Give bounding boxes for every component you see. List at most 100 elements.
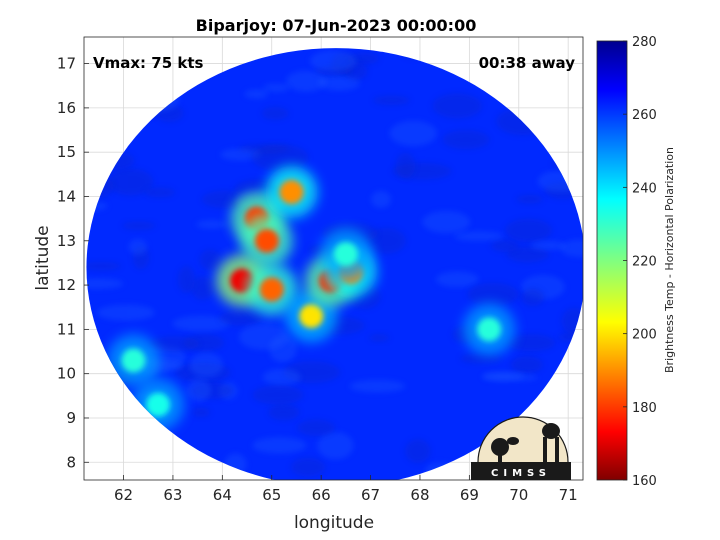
swath-texture-patch <box>537 170 583 193</box>
feature-core <box>477 317 502 342</box>
x-tick-label: 68 <box>410 486 429 504</box>
y-axis-label: latitude <box>33 225 53 290</box>
swath-texture-patch <box>144 187 176 198</box>
swath-texture-patch <box>453 231 504 241</box>
y-tick-label: 8 <box>66 453 76 471</box>
feature-core <box>279 180 304 205</box>
swath-texture-patch <box>108 94 158 120</box>
y-axis-ticks: 8 9 10 11 12 13 14 15 16 17 <box>57 55 89 471</box>
feature-core <box>146 392 171 417</box>
swath-texture-patch <box>548 393 569 407</box>
swath-texture-patch <box>238 323 289 350</box>
time-offset-annotation: 00:38 away <box>479 54 576 72</box>
y-tick-label: 14 <box>57 187 76 205</box>
swath-texture-patch <box>252 437 307 454</box>
swath-texture-patch <box>86 278 124 290</box>
swath-texture-patch <box>251 144 309 172</box>
x-tick-label: 70 <box>509 486 528 504</box>
swath-texture-patch <box>482 371 525 381</box>
swath-texture-patch <box>189 352 223 378</box>
swath-texture-patch <box>467 282 519 306</box>
swath-texture-patch <box>148 336 200 352</box>
x-tick-label: 63 <box>163 486 182 504</box>
y-tick-label: 12 <box>57 276 76 294</box>
swath-texture-patch <box>204 48 253 56</box>
feature-core <box>121 348 146 373</box>
swath-texture-patch <box>395 152 416 179</box>
chart-title: Biparjoy: 07-Jun-2023 00:00:00 <box>196 16 477 35</box>
swath-texture-patch <box>252 385 304 405</box>
swath-texture-patch <box>297 419 336 436</box>
y-tick-label: 11 <box>57 320 76 338</box>
swath-texture-patch <box>122 221 156 230</box>
colorbar-tick-label: 180 <box>632 401 657 416</box>
plot-frame <box>83 36 584 481</box>
swath-texture-patch <box>506 334 556 352</box>
swath-texture-patch <box>262 368 301 386</box>
swath-texture-patch <box>506 246 549 263</box>
swath-texture-patch <box>192 407 210 418</box>
swath-texture-patch <box>435 271 479 288</box>
swath-texture-patch <box>186 378 212 402</box>
colorbar-tick-label: 240 <box>632 181 657 196</box>
swath-texture-patch <box>422 210 471 234</box>
swath-texture-patch <box>317 431 354 460</box>
feature-core <box>254 228 279 253</box>
swath-texture-patch <box>128 238 148 255</box>
feature-core <box>259 277 284 302</box>
x-tick-label: 66 <box>312 486 331 504</box>
swath-texture-patch <box>571 48 583 64</box>
swath-texture-patch <box>459 353 502 364</box>
swath-texture-patch <box>496 107 550 136</box>
swath-texture-patch <box>127 88 180 113</box>
swath-texture-patch <box>401 48 426 59</box>
x-tick-label: 71 <box>559 486 578 504</box>
swath-texture-patch <box>505 218 553 243</box>
swath-texture-patch <box>349 379 405 393</box>
colorbar-tick-label: 260 <box>632 108 657 123</box>
swath-texture-patch <box>101 98 159 122</box>
swath-texture-patch <box>405 439 431 464</box>
swath-texture-patch <box>552 157 583 171</box>
swath-texture-patch <box>442 130 490 150</box>
cimss-logo: CIMSS <box>471 416 571 480</box>
y-tick-label: 17 <box>57 55 76 73</box>
feature-core <box>299 304 324 329</box>
x-tick-label: 62 <box>114 486 133 504</box>
y-tick-label: 13 <box>57 232 76 250</box>
colorbar-label: Brightness Temp - Horizontal Polarizatio… <box>663 147 676 373</box>
y-tick-label: 15 <box>57 143 76 161</box>
colorbar <box>597 41 627 480</box>
convective-features <box>107 166 516 431</box>
swath-texture-patch <box>268 404 300 421</box>
logo-text: CIMSS <box>491 468 551 479</box>
x-axis-label: longitude <box>294 513 374 533</box>
swath-texture-patch <box>177 265 195 294</box>
swath-texture-patch <box>424 462 456 478</box>
swath-texture-patch <box>389 120 437 146</box>
swath-texture-patch <box>318 74 361 91</box>
x-tick-label: 69 <box>460 486 479 504</box>
swath-texture-patch <box>224 453 247 476</box>
swath-texture-patch <box>199 249 221 271</box>
swath-texture-patch <box>369 333 390 342</box>
swath-texture-patch <box>191 276 214 300</box>
swath-texture-patch <box>561 307 583 335</box>
x-tick-label: 65 <box>262 486 281 504</box>
swath-texture-patch <box>309 50 357 72</box>
swath-texture-patch <box>95 151 135 170</box>
swath-texture-patch <box>290 457 326 477</box>
swath-texture-patch <box>432 93 483 119</box>
x-tick-label: 67 <box>361 486 380 504</box>
y-tick-label: 9 <box>66 409 76 427</box>
swath-texture-patch <box>86 93 113 117</box>
colorbar-ticks: 160 180 200 220 240 260 280 <box>623 35 657 489</box>
swath-texture-patch <box>547 81 567 93</box>
colorbar-tick-label: 220 <box>632 255 657 270</box>
swath-texture-patch <box>371 190 392 208</box>
swath-texture-patch <box>86 261 122 271</box>
swath-texture-patch <box>220 148 262 161</box>
swath-texture-patch <box>262 83 290 92</box>
swath-texture-patch <box>521 288 545 307</box>
swath-texture-patch <box>559 239 583 257</box>
